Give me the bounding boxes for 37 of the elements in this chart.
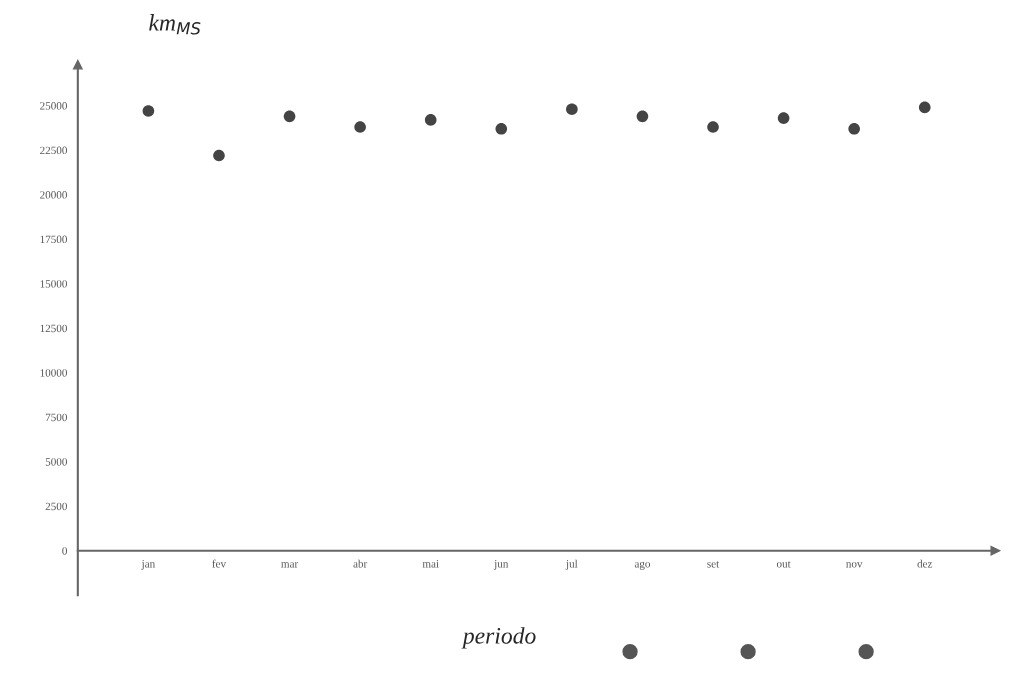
point xyxy=(707,121,719,133)
point xyxy=(142,105,155,117)
x-tick-label: mai xyxy=(422,560,439,568)
point xyxy=(636,110,649,123)
x-tick-label: out xyxy=(776,561,791,568)
y-tick-label: 10000 xyxy=(40,369,67,377)
x-tick-label: dez xyxy=(917,559,933,568)
point xyxy=(848,122,860,135)
y-tick-label: 5000 xyxy=(45,458,67,466)
point xyxy=(566,103,578,116)
y-tick-label: 7500 xyxy=(45,413,67,422)
y-tick-label: 12500 xyxy=(40,324,67,333)
point xyxy=(424,114,437,126)
x-tick-label: mar xyxy=(281,562,299,568)
point xyxy=(918,101,931,114)
x-tick-label: nov xyxy=(846,562,863,568)
x-axis-title: periodo xyxy=(461,627,536,649)
x-tick-label: set xyxy=(707,561,720,568)
y-tick-label: 17500 xyxy=(40,235,67,244)
y-tick-label: 22500 xyxy=(40,146,67,155)
x-tick-label: jun xyxy=(493,560,509,570)
point xyxy=(354,121,366,133)
y-tick-label: 2500 xyxy=(45,502,67,511)
point xyxy=(213,149,225,162)
x-tick-label: abr xyxy=(353,559,368,568)
x-tick-label: fev xyxy=(212,559,227,568)
x-tick-label: ago xyxy=(634,561,651,570)
y-tick-label: 15000 xyxy=(40,280,67,288)
y-tick-label: 0 xyxy=(62,547,67,555)
point xyxy=(283,110,296,123)
point xyxy=(777,112,790,124)
y-axis-title: km$_{MS}$ xyxy=(149,14,201,35)
x-tick-label: jan xyxy=(141,560,156,570)
point xyxy=(495,122,508,135)
y-tick-label: 20000 xyxy=(40,191,67,199)
x-tick-label: jul xyxy=(565,559,578,570)
y-tick-label: 25000 xyxy=(40,102,67,110)
